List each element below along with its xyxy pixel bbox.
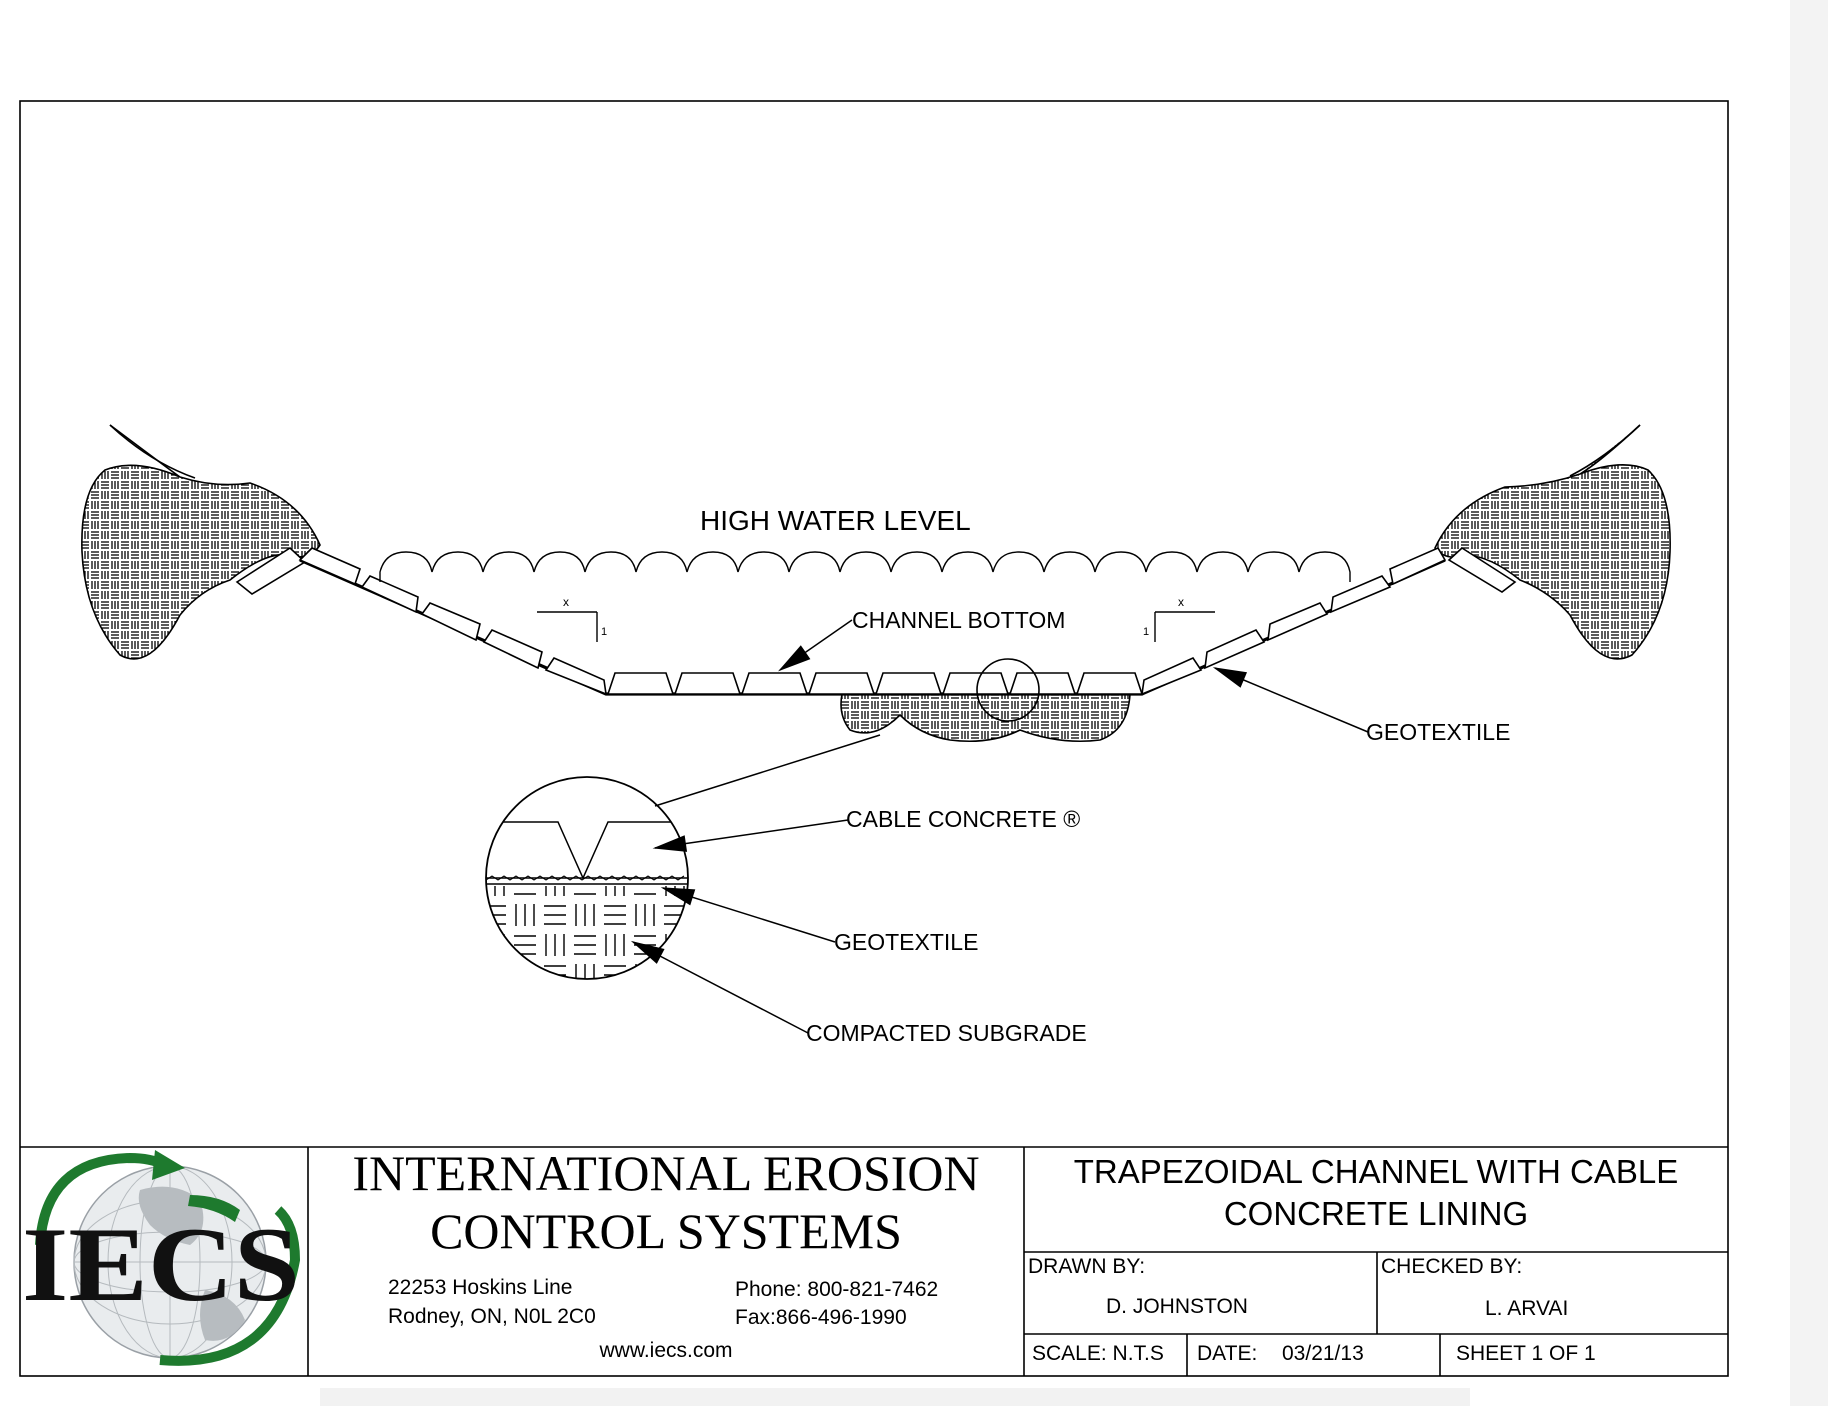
left-slope-indicator [537,611,598,642]
detail-block-profile [486,821,688,880]
channel-bottom-label: CHANNEL BOTTOM [852,607,1066,633]
bottom-soil [840,693,1131,743]
bottom-blocks [606,672,1144,695]
slope-right-run: x [1178,595,1184,609]
phone-number: Phone: 800-821-7462 [735,1278,939,1301]
geotextile-detail-label: GEOTEXTILE [834,929,979,955]
slope-left-run: x [563,595,569,609]
drawing-title-line1: TRAPEZOIDAL CHANNEL WITH CABLE [1073,1153,1679,1190]
checked-by-label: CHECKED BY: [1381,1255,1523,1278]
fax-number: Fax:866-496-1990 [735,1306,907,1329]
compacted-subgrade-leader [630,940,809,1034]
geotextile-main-leader [1212,667,1369,733]
detail-callout-circle [976,658,1040,722]
left-slope-blocks [298,547,607,696]
left-bank-soil [81,424,321,660]
viewer-margin-strip [1790,0,1828,1406]
website-link[interactable]: www.iecs.com [599,1339,733,1362]
green-swoosh-bottom [159,1206,301,1366]
channel-cross-section [81,424,1671,807]
date-value: 03/21/13 [1282,1342,1364,1365]
scale-field: SCALE: N.T.S [1032,1342,1164,1365]
drawn-by-label: DRAWN BY: [1028,1255,1146,1278]
sheet-number: SHEET 1 OF 1 [1456,1342,1596,1365]
high-water-scallops [379,551,1351,582]
drawing-title-line2: CONCRETE LINING [1223,1195,1529,1232]
channel-bottom-leader [778,619,853,672]
cable-concrete-leader [652,819,849,852]
page-shadow [320,1388,1470,1406]
company-name-line1: INTERNATIONAL EROSION [352,1145,980,1201]
right-slope-blocks [1141,546,1447,696]
right-anchor-block [1447,546,1517,593]
high-water-level-label: HIGH WATER LEVEL [700,505,971,536]
logo-text: IECS [22,1206,300,1323]
title-block-grid [20,1146,1728,1376]
slope-right-rise: 1 [1143,626,1150,638]
right-bank-soil [1434,424,1671,660]
green-swoosh-top [35,1152,168,1246]
geotextile-detail-leader [660,887,836,943]
sheet-border [19,100,1729,1377]
detail-leader-line [654,734,881,807]
date-label: DATE: [1197,1342,1258,1365]
slope-left-rise: 1 [601,626,608,638]
address-line2: Rodney, ON, N0L 2C0 [388,1305,596,1328]
cable-concrete-label: CABLE CONCRETE ® [846,806,1081,832]
right-slope-indicator [1154,611,1215,642]
geotextile-main-label: GEOTEXTILE [1366,719,1511,745]
iecs-logo: IECS [22,1150,301,1366]
address-line1: 22253 Hoskins Line [388,1276,573,1299]
compacted-subgrade-label: COMPACTED SUBGRADE [806,1020,1087,1046]
company-name-line2: CONTROL SYSTEMS [430,1203,902,1259]
checked-by-value: L. ARVAI [1485,1297,1569,1320]
drawn-by-value: D. JOHNSTON [1106,1295,1248,1318]
detail-section [485,776,849,1034]
